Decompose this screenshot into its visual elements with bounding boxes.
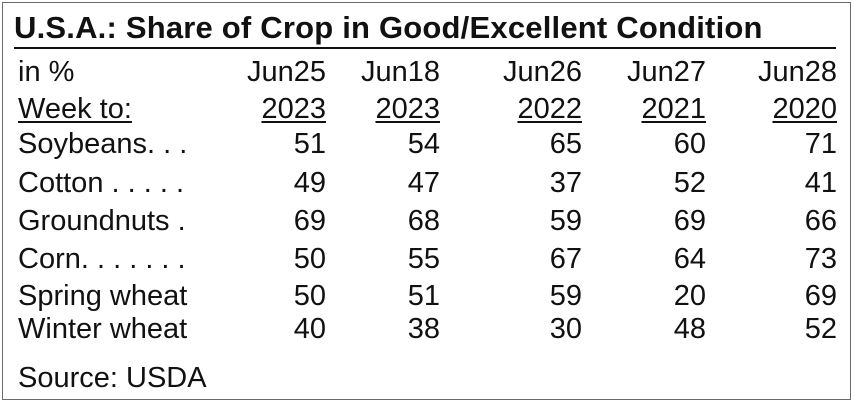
- column-year: 2021: [641, 93, 706, 125]
- table-cell: 54: [407, 128, 440, 160]
- row-label-winter-wheat: Winter wheat: [18, 313, 188, 345]
- row-label-spring-wheat: Spring wheat: [18, 280, 188, 312]
- column-year: 2020: [772, 93, 837, 125]
- title-underline: [14, 47, 836, 49]
- table-frame: [2, 2, 851, 400]
- row-label-groundnuts: Groundnuts .: [18, 205, 186, 237]
- table-cell: 37: [549, 167, 582, 199]
- table-cell: 47: [407, 167, 440, 199]
- table-cell: 48: [673, 313, 706, 345]
- table-cell: 40: [293, 313, 326, 345]
- table-cell: 65: [549, 128, 582, 160]
- column-date: Jun28: [757, 56, 837, 88]
- column-date: Jun25: [246, 56, 326, 88]
- row-label-soybeans: Soybeans. . .: [18, 128, 188, 160]
- table-cell: 71: [804, 128, 837, 160]
- row-label-cotton: Cotton . . . . .: [18, 167, 185, 199]
- column-year: 2022: [517, 93, 582, 125]
- table-cell: 59: [549, 205, 582, 237]
- table-cell: 69: [293, 205, 326, 237]
- table-cell: 20: [673, 280, 706, 312]
- table-cell: 52: [673, 167, 706, 199]
- table-cell: 69: [804, 280, 837, 312]
- table-cell: 41: [804, 167, 837, 199]
- table-cell: 68: [407, 205, 440, 237]
- table-cell: 50: [293, 280, 326, 312]
- column-year: 2023: [261, 93, 326, 125]
- source-note: Source: USDA: [18, 362, 207, 394]
- table-cell: 69: [673, 205, 706, 237]
- table-title: U.S.A.: Share of Crop in Good/Excellent …: [14, 10, 763, 45]
- column-date: Jun26: [502, 56, 582, 88]
- table-cell: 59: [549, 280, 582, 312]
- table-cell: 64: [673, 243, 706, 275]
- week-label: Week to:: [18, 93, 132, 125]
- table-cell: 30: [549, 313, 582, 345]
- table-cell: 66: [804, 205, 837, 237]
- table-cell: 52: [804, 313, 837, 345]
- column-date: Jun27: [626, 56, 706, 88]
- unit-label: in %: [18, 56, 75, 88]
- table-cell: 38: [407, 313, 440, 345]
- row-label-corn: Corn. . . . . . .: [18, 243, 186, 275]
- table-cell: 51: [293, 128, 326, 160]
- table-cell: 55: [407, 243, 440, 275]
- table-cell: 60: [673, 128, 706, 160]
- table-cell: 73: [804, 243, 837, 275]
- table-cell: 67: [549, 243, 582, 275]
- column-year: 2023: [375, 93, 440, 125]
- table-cell: 50: [293, 243, 326, 275]
- table-cell: 51: [407, 280, 440, 312]
- column-date: Jun18: [360, 56, 440, 88]
- table-cell: 49: [293, 167, 326, 199]
